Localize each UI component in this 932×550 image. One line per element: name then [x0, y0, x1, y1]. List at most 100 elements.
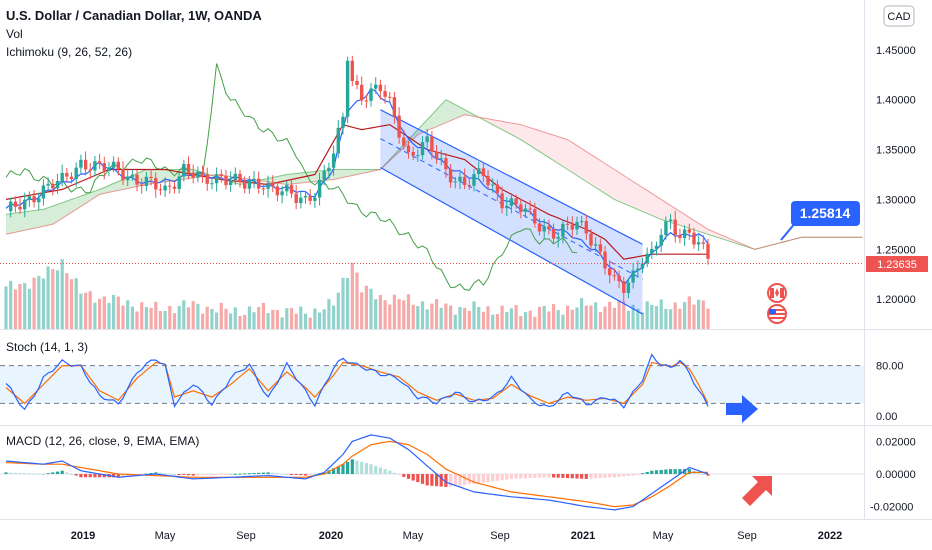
macd-pane	[0, 434, 864, 511]
candle-body	[275, 186, 280, 196]
macd-histogram-bar	[341, 464, 345, 474]
macd-histogram-bar	[158, 472, 162, 474]
volume-bar	[374, 299, 378, 329]
candle-body	[509, 198, 514, 206]
candle-body	[486, 175, 490, 186]
volume-bar	[416, 306, 420, 329]
macd-histogram-bar	[60, 470, 64, 474]
macd-histogram-bar	[617, 474, 621, 477]
candle-body	[144, 176, 149, 186]
volume-bar	[79, 293, 83, 329]
macd-histogram-bar	[308, 474, 312, 475]
senkou-span-b-line	[5, 114, 863, 250]
cloud-segment	[525, 126, 531, 146]
volume-bar	[182, 300, 186, 329]
macd-histogram-bar	[584, 474, 588, 479]
time-axis-tick: May	[155, 530, 176, 542]
volume-bar	[552, 304, 556, 329]
macd-histogram-bar	[673, 469, 677, 474]
volume-bar	[116, 296, 120, 329]
candle-body	[65, 173, 69, 177]
price-axis-tick: 1.35000	[876, 145, 916, 157]
red-arrow-up-right-icon	[742, 476, 772, 506]
macd-histogram-bar	[650, 470, 654, 474]
volume-bar	[640, 312, 645, 329]
volume-bar	[243, 314, 247, 329]
volume-bar	[406, 294, 411, 329]
candle-body	[430, 136, 434, 152]
volume-bar	[472, 301, 476, 329]
candle-body	[664, 221, 668, 235]
macd-histogram-bar	[706, 474, 710, 476]
cloud-segment	[623, 175, 629, 206]
cloud-segment	[619, 172, 624, 204]
volume-bar	[678, 308, 682, 329]
candle-body	[659, 234, 663, 246]
macd-histogram-bar	[9, 472, 13, 474]
macd-histogram-bar	[519, 474, 523, 479]
macd-histogram-bar	[332, 468, 336, 474]
macd-histogram-bar	[364, 463, 368, 474]
macd-line	[5, 434, 709, 511]
macd-histogram-bar	[477, 474, 481, 484]
macd-histogram-bar	[289, 474, 294, 475]
volume-bar	[500, 305, 504, 329]
volume-bar	[439, 307, 443, 329]
volume-bar	[491, 314, 495, 329]
volume-bar	[172, 313, 177, 329]
cloud-segment	[581, 148, 587, 182]
cloud-segment	[347, 169, 353, 177]
macd-histogram-bar	[149, 473, 153, 474]
volume-bar	[303, 313, 308, 329]
volume-bar	[453, 314, 457, 329]
macd-histogram-bar	[678, 469, 682, 474]
cloud-segment	[539, 130, 545, 155]
candle-body	[191, 172, 195, 178]
macd-histogram-bar	[285, 474, 289, 475]
candle-body	[528, 208, 532, 210]
candle-body	[289, 185, 294, 194]
macd-histogram-bar	[495, 474, 499, 481]
time-axis-tick: Sep	[490, 530, 510, 542]
candle-body	[603, 251, 607, 269]
candle-body	[472, 174, 476, 186]
candle-body	[140, 184, 144, 186]
candle-body	[645, 253, 649, 264]
volume-bar	[191, 301, 195, 329]
cloud-segment	[455, 104, 460, 119]
currency-badge[interactable]: CAD	[883, 5, 915, 27]
cloud-segment	[338, 169, 343, 179]
volume-bar	[93, 302, 97, 329]
volume-bar	[112, 294, 116, 329]
candle-body	[701, 242, 705, 244]
macd-histogram-bar	[552, 474, 556, 478]
volume-bar	[149, 307, 153, 329]
macd-histogram-bar	[215, 474, 219, 475]
cloud-segment	[333, 169, 339, 180]
time-axis-tick: 2021	[571, 530, 595, 542]
cloud-segment	[670, 205, 676, 224]
macd-histogram-bar	[69, 474, 74, 475]
target-price-callout[interactable]: 1.25814	[780, 201, 860, 241]
cloud-segment	[553, 135, 559, 164]
volume-bar	[238, 316, 242, 329]
volume-bar	[144, 307, 148, 329]
volume-bar	[589, 305, 593, 329]
candle-body	[462, 176, 467, 185]
volume-bar	[23, 283, 27, 329]
candle-body	[687, 229, 691, 233]
candle-body	[154, 178, 158, 190]
volume-bar	[140, 302, 144, 329]
candle-body	[238, 173, 242, 182]
volume-bar	[37, 275, 41, 329]
target-price-label: 1.25814	[800, 205, 851, 221]
macd-histogram-bar	[608, 474, 612, 478]
candle-body	[668, 219, 673, 222]
candle-body	[219, 174, 223, 176]
volume-bar	[69, 279, 74, 329]
macd-histogram-bar	[4, 472, 8, 474]
volume-bar	[336, 292, 340, 329]
candle-body	[163, 185, 167, 191]
volume-bar	[626, 310, 630, 329]
